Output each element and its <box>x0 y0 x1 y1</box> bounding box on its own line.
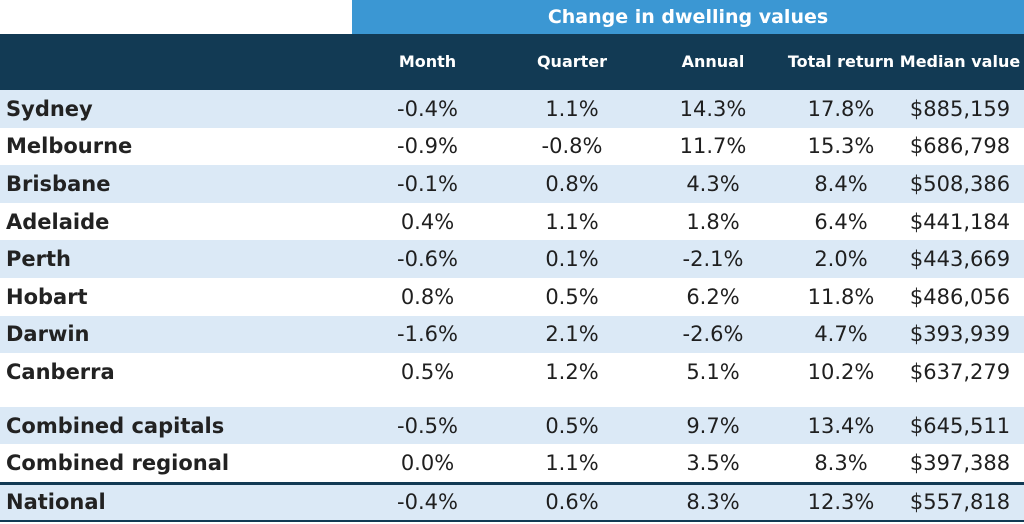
section-spacer <box>0 391 1024 407</box>
cell-total-return: 17.8% <box>807 96 875 121</box>
table-row-combined-regional: Combined regional 0.0% 1.1% 3.5% 8.3% $3… <box>0 444 1024 482</box>
cell-month: -0.9% <box>397 134 458 159</box>
cell-median-value: $441,184 <box>909 209 1011 234</box>
cell-annual: -2.6% <box>682 322 744 347</box>
cell-quarter: 0.1% <box>545 247 599 272</box>
row-label: Darwin <box>6 322 90 347</box>
cell-total-return: 8.3% <box>814 451 868 476</box>
cell-quarter: 0.5% <box>545 413 599 438</box>
cell-annual: 3.5% <box>686 451 740 476</box>
cell-median-value: $508,386 <box>909 171 1011 196</box>
column-header-total-return: Total return <box>787 52 895 71</box>
cell-quarter: 0.8% <box>545 171 599 196</box>
cell-annual: 1.8% <box>686 209 740 234</box>
cell-quarter: 1.1% <box>545 451 599 476</box>
table-row-brisbane: Brisbane -0.1% 0.8% 4.3% 8.4% $508,386 <box>0 165 1024 203</box>
cell-median-value: $393,939 <box>909 322 1011 347</box>
table-row-national: National -0.4% 0.6% 8.3% 12.3% $557,818 <box>0 481 1024 522</box>
cell-quarter: 1.2% <box>545 359 599 384</box>
table-row-melbourne: Melbourne -0.9% -0.8% 11.7% 15.3% $686,7… <box>0 128 1024 166</box>
cell-annual: 5.1% <box>686 359 740 384</box>
cell-total-return: 15.3% <box>807 134 875 159</box>
cell-annual: 6.2% <box>686 284 740 309</box>
cell-quarter: 2.1% <box>545 322 599 347</box>
cell-annual: 11.7% <box>679 134 747 159</box>
cell-annual: 9.7% <box>686 413 740 438</box>
cell-median-value: $557,818 <box>909 490 1011 515</box>
cell-median-value: $397,388 <box>909 451 1011 476</box>
table-row-hobart: Hobart 0.8% 0.5% 6.2% 11.8% $486,056 <box>0 278 1024 316</box>
table-row-adelaide: Adelaide 0.4% 1.1% 1.8% 6.4% $441,184 <box>0 203 1024 241</box>
cell-total-return: 12.3% <box>807 490 875 515</box>
cell-month: -0.5% <box>397 413 458 438</box>
cell-quarter: 0.5% <box>545 284 599 309</box>
cell-median-value: $885,159 <box>909 96 1011 121</box>
cell-month: -0.1% <box>397 171 458 196</box>
cell-total-return: 2.0% <box>814 247 868 272</box>
column-header-month: Month <box>398 52 457 71</box>
cell-month: -0.4% <box>397 490 458 515</box>
cell-annual: -2.1% <box>682 247 744 272</box>
cell-median-value: $486,056 <box>909 284 1011 309</box>
row-label: Brisbane <box>6 171 111 196</box>
table-row-canberra: Canberra 0.5% 1.2% 5.1% 10.2% $637,279 <box>0 353 1024 391</box>
cell-month: -0.6% <box>397 247 458 272</box>
column-header-annual: Annual <box>681 52 745 71</box>
table-row-darwin: Darwin -1.6% 2.1% -2.6% 4.7% $393,939 <box>0 315 1024 354</box>
cell-month: -1.6% <box>397 322 458 347</box>
column-header-row: Month Quarter Annual Total return Median… <box>0 34 1024 90</box>
table-row-perth: Perth -0.6% 0.1% -2.1% 2.0% $443,669 <box>0 240 1024 278</box>
table-row-combined-capitals: Combined capitals -0.5% 0.5% 9.7% 13.4% … <box>0 406 1024 445</box>
row-label: National <box>6 490 106 515</box>
cell-month: 0.4% <box>400 209 455 234</box>
cell-quarter: 0.6% <box>545 490 599 515</box>
cell-month: -0.4% <box>397 96 458 121</box>
cell-total-return: 10.2% <box>807 359 875 384</box>
table-body: Sydney -0.4% 1.1% 14.3% 17.8% $885,159 M… <box>0 90 1024 522</box>
cell-median-value: $637,279 <box>909 359 1011 384</box>
row-label: Hobart <box>6 284 88 309</box>
cell-annual: 8.3% <box>686 490 740 515</box>
row-label: Canberra <box>6 359 115 384</box>
cell-annual: 14.3% <box>679 96 747 121</box>
cell-month: 0.5% <box>400 359 455 384</box>
cell-quarter: -0.8% <box>541 134 603 159</box>
cell-month: 0.0% <box>400 451 455 476</box>
cell-quarter: 1.1% <box>545 209 599 234</box>
cell-median-value: $443,669 <box>909 247 1011 272</box>
cell-annual: 4.3% <box>686 171 740 196</box>
cell-median-value: $686,798 <box>909 134 1011 159</box>
table-title: Change in dwelling values <box>352 0 1024 34</box>
row-label: Melbourne <box>6 134 133 159</box>
cell-median-value: $645,511 <box>909 413 1011 438</box>
cell-total-return: 4.7% <box>814 322 868 347</box>
cell-month: 0.8% <box>400 284 455 309</box>
cell-total-return: 8.4% <box>814 171 868 196</box>
cell-total-return: 11.8% <box>807 284 875 309</box>
column-header-quarter: Quarter <box>536 52 608 71</box>
cell-quarter: 1.1% <box>545 96 599 121</box>
row-label: Perth <box>6 247 71 272</box>
row-label: Combined regional <box>6 451 230 476</box>
cell-total-return: 13.4% <box>807 413 875 438</box>
row-label: Sydney <box>6 96 93 121</box>
cell-total-return: 6.4% <box>814 209 868 234</box>
row-label: Combined capitals <box>6 413 225 438</box>
table-row-sydney: Sydney -0.4% 1.1% 14.3% 17.8% $885,159 <box>0 90 1024 128</box>
column-header-median-value: Median value <box>899 52 1021 71</box>
row-label: Adelaide <box>6 209 110 234</box>
